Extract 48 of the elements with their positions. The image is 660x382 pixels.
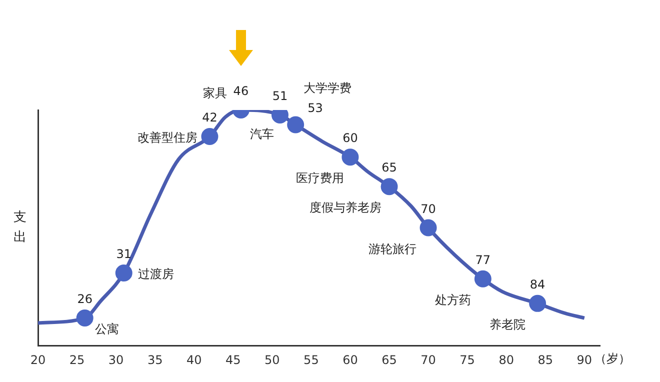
annotation: 46 [233,84,249,98]
annotation: 26 [77,292,92,306]
annotation: 过渡房 [138,267,174,282]
x-tick-label: 40 [186,352,202,367]
x-tick-label: 35 [147,352,163,367]
annotation: 改善型住房 [138,130,198,145]
point [529,294,546,312]
annotation: 汽车 [250,127,274,142]
x-tick-label: 20 [30,352,46,367]
point [201,128,218,146]
point [420,219,437,236]
annotation: 公寓 [94,322,119,336]
x-tick-label: 80 [498,352,514,367]
x-tick-label: 25 [69,352,85,367]
annotation: 家具 [202,86,227,100]
x-tick-label: 90 [576,352,592,367]
x-tick-label: 45 [226,352,241,367]
annotation: 养老院 [490,318,526,332]
annotation: 77 [475,253,491,268]
point [76,310,94,327]
x-tick-label: 75 [460,352,475,367]
annotation: 70 [420,202,436,216]
point [474,270,492,288]
x-tick-label: 65 [382,352,397,367]
annotation: 度假与养老房 [309,200,382,215]
x-tick-label: 70 [420,352,436,367]
annotation: 31 [116,247,132,262]
y-axis-title: 支出 [14,210,26,246]
annotation: 65 [382,160,397,175]
annotation: 大学学费 [304,80,352,95]
annotation: 处方药 [434,293,471,308]
x-tick-label: 30 [108,352,124,367]
point [287,116,304,134]
annotation: 医疗费用 [296,171,344,186]
annotation: 53 [308,100,323,115]
x-tick-label: 50 [264,352,280,367]
point [115,264,132,282]
x-tick-label: 85 [538,352,553,367]
x-tick-label: 55 [304,352,319,367]
annotation: 42 [202,110,218,125]
point [380,178,398,196]
x-tick-label: 60 [342,352,358,367]
point [342,148,359,166]
annotation: 游轮旅行 [368,242,416,256]
annotation: 60 [342,131,358,146]
annotation: 51 [272,89,288,104]
annotation: 84 [530,278,546,292]
x-axis-title: （岁） [594,352,630,366]
